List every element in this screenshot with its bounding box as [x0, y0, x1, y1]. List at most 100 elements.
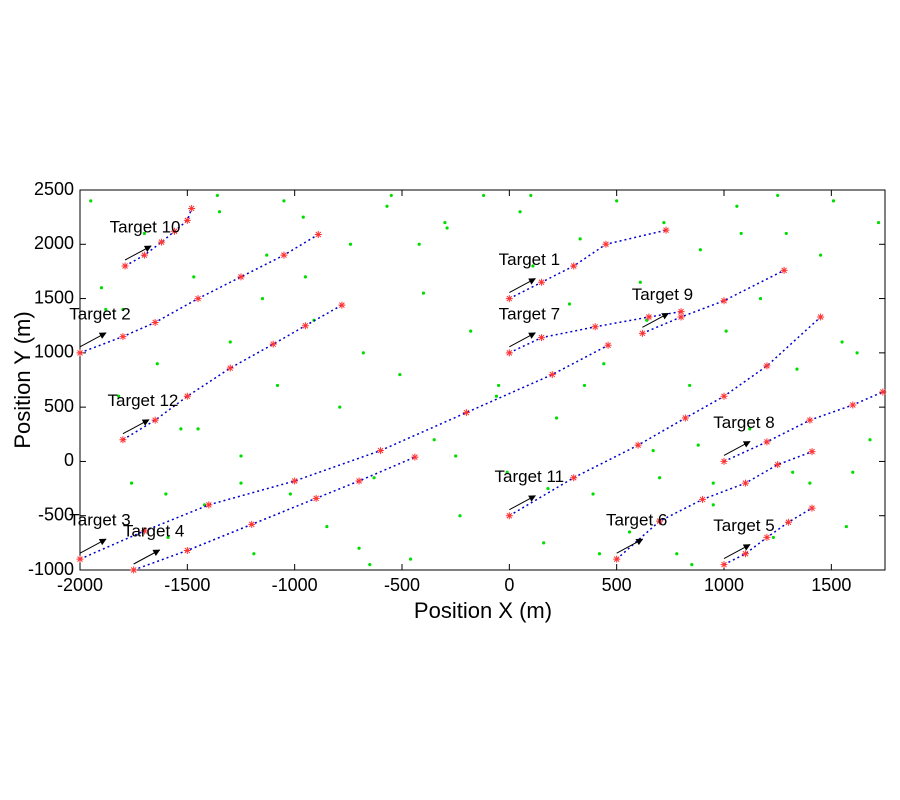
estimate-marker	[121, 262, 129, 270]
clutter-point	[469, 329, 473, 333]
estimate-marker	[538, 278, 546, 286]
target-arrow	[723, 440, 751, 456]
clutter-point	[389, 193, 393, 198]
estimate-marker	[140, 527, 148, 535]
clutter-point	[645, 318, 649, 322]
clutter-point	[497, 383, 501, 388]
estimate-marker	[119, 333, 127, 341]
target-label: Target 11	[495, 467, 565, 486]
clutter-point	[265, 253, 269, 257]
estimate-marker	[720, 392, 728, 400]
estimate-marker	[301, 322, 309, 330]
x-axis-label: Position X (m)	[414, 598, 552, 623]
estimate-marker	[158, 238, 166, 246]
clutter-point	[876, 220, 881, 225]
clutter-point	[99, 286, 104, 290]
estimate-marker	[248, 520, 256, 528]
estimate-marker	[720, 457, 728, 465]
estimate-marker	[377, 447, 385, 455]
estimate-marker	[634, 441, 642, 449]
estimate-marker	[538, 334, 546, 342]
estimate-marker	[656, 517, 664, 525]
estimate-marker	[183, 392, 191, 400]
clutter-point	[357, 546, 361, 550]
estimate-marker	[570, 262, 578, 270]
target-arrow	[642, 312, 670, 328]
estimate-marker	[548, 371, 556, 379]
target-label: Target 7	[499, 304, 560, 323]
estimate-marker	[677, 313, 685, 321]
estimate-marker	[849, 401, 857, 409]
clutter-point	[638, 280, 642, 284]
estimate-marker	[226, 364, 234, 372]
clutter-point	[398, 372, 402, 377]
estimate-marker	[638, 329, 646, 337]
target-arrow	[723, 544, 751, 560]
clutter-point	[368, 562, 372, 567]
track-line	[508, 229, 667, 300]
estimate-marker	[205, 501, 213, 509]
clutter-point	[776, 193, 780, 198]
clutter-point	[215, 193, 219, 198]
clutter-point	[724, 329, 728, 333]
y-tick-label: 1000	[34, 342, 74, 362]
clutter-point	[142, 231, 146, 236]
target-label: Target 10	[110, 217, 181, 236]
estimate-marker	[76, 349, 84, 357]
clutter-point	[518, 210, 522, 214]
estimate-marker	[280, 251, 288, 259]
y-tick-label: 1500	[34, 287, 74, 307]
estimate-marker	[763, 362, 771, 370]
estimate-marker	[411, 453, 419, 461]
estimate-marker	[291, 477, 299, 485]
clutter-point	[179, 427, 183, 431]
clutter-point	[662, 220, 666, 225]
estimate-marker	[505, 512, 513, 520]
clutter-point	[458, 514, 462, 518]
target-label: Target 3	[69, 511, 130, 530]
clutter-point	[155, 362, 159, 366]
clutter-point	[688, 383, 692, 388]
plot-area	[79, 189, 886, 571]
estimate-marker	[780, 266, 788, 274]
estimate-marker	[741, 479, 749, 487]
clutter-point	[597, 552, 602, 556]
estimate-marker	[591, 323, 599, 331]
clutter-point	[758, 296, 763, 301]
estimate-marker	[645, 313, 653, 321]
clutter-point	[591, 492, 595, 496]
clutter-point	[840, 340, 844, 344]
clutter-point	[851, 470, 855, 474]
x-tick-label: 0	[504, 575, 514, 595]
y-tick-label: -1000	[28, 559, 74, 579]
estimate-marker	[505, 295, 513, 303]
clutter-point	[196, 427, 200, 431]
target-label: Target 9	[632, 285, 693, 304]
estimate-marker	[183, 216, 191, 224]
clutter-point	[771, 535, 775, 540]
estimate-marker	[806, 416, 814, 424]
clutter-point	[282, 199, 286, 203]
clutter-point	[602, 362, 606, 366]
target-arrow	[509, 495, 536, 511]
estimate-marker	[76, 555, 84, 563]
track-line	[642, 269, 785, 335]
clutter-point	[696, 443, 700, 447]
y-tick-label: 2000	[34, 233, 74, 253]
x-tick-label: 1500	[811, 575, 851, 595]
clutter-point	[260, 296, 265, 301]
clutter-point	[542, 541, 546, 545]
estimate-marker	[194, 295, 202, 303]
track-line	[79, 344, 609, 560]
estimate-marker	[183, 546, 191, 554]
clutter-point	[739, 231, 743, 236]
clutter-point	[784, 231, 788, 236]
target-label: Target 2	[69, 304, 130, 323]
clutter-point	[855, 351, 859, 355]
clutter-point	[675, 552, 679, 556]
estimate-marker	[677, 308, 685, 316]
clutter-point	[239, 454, 243, 458]
estimate-marker	[681, 414, 689, 422]
